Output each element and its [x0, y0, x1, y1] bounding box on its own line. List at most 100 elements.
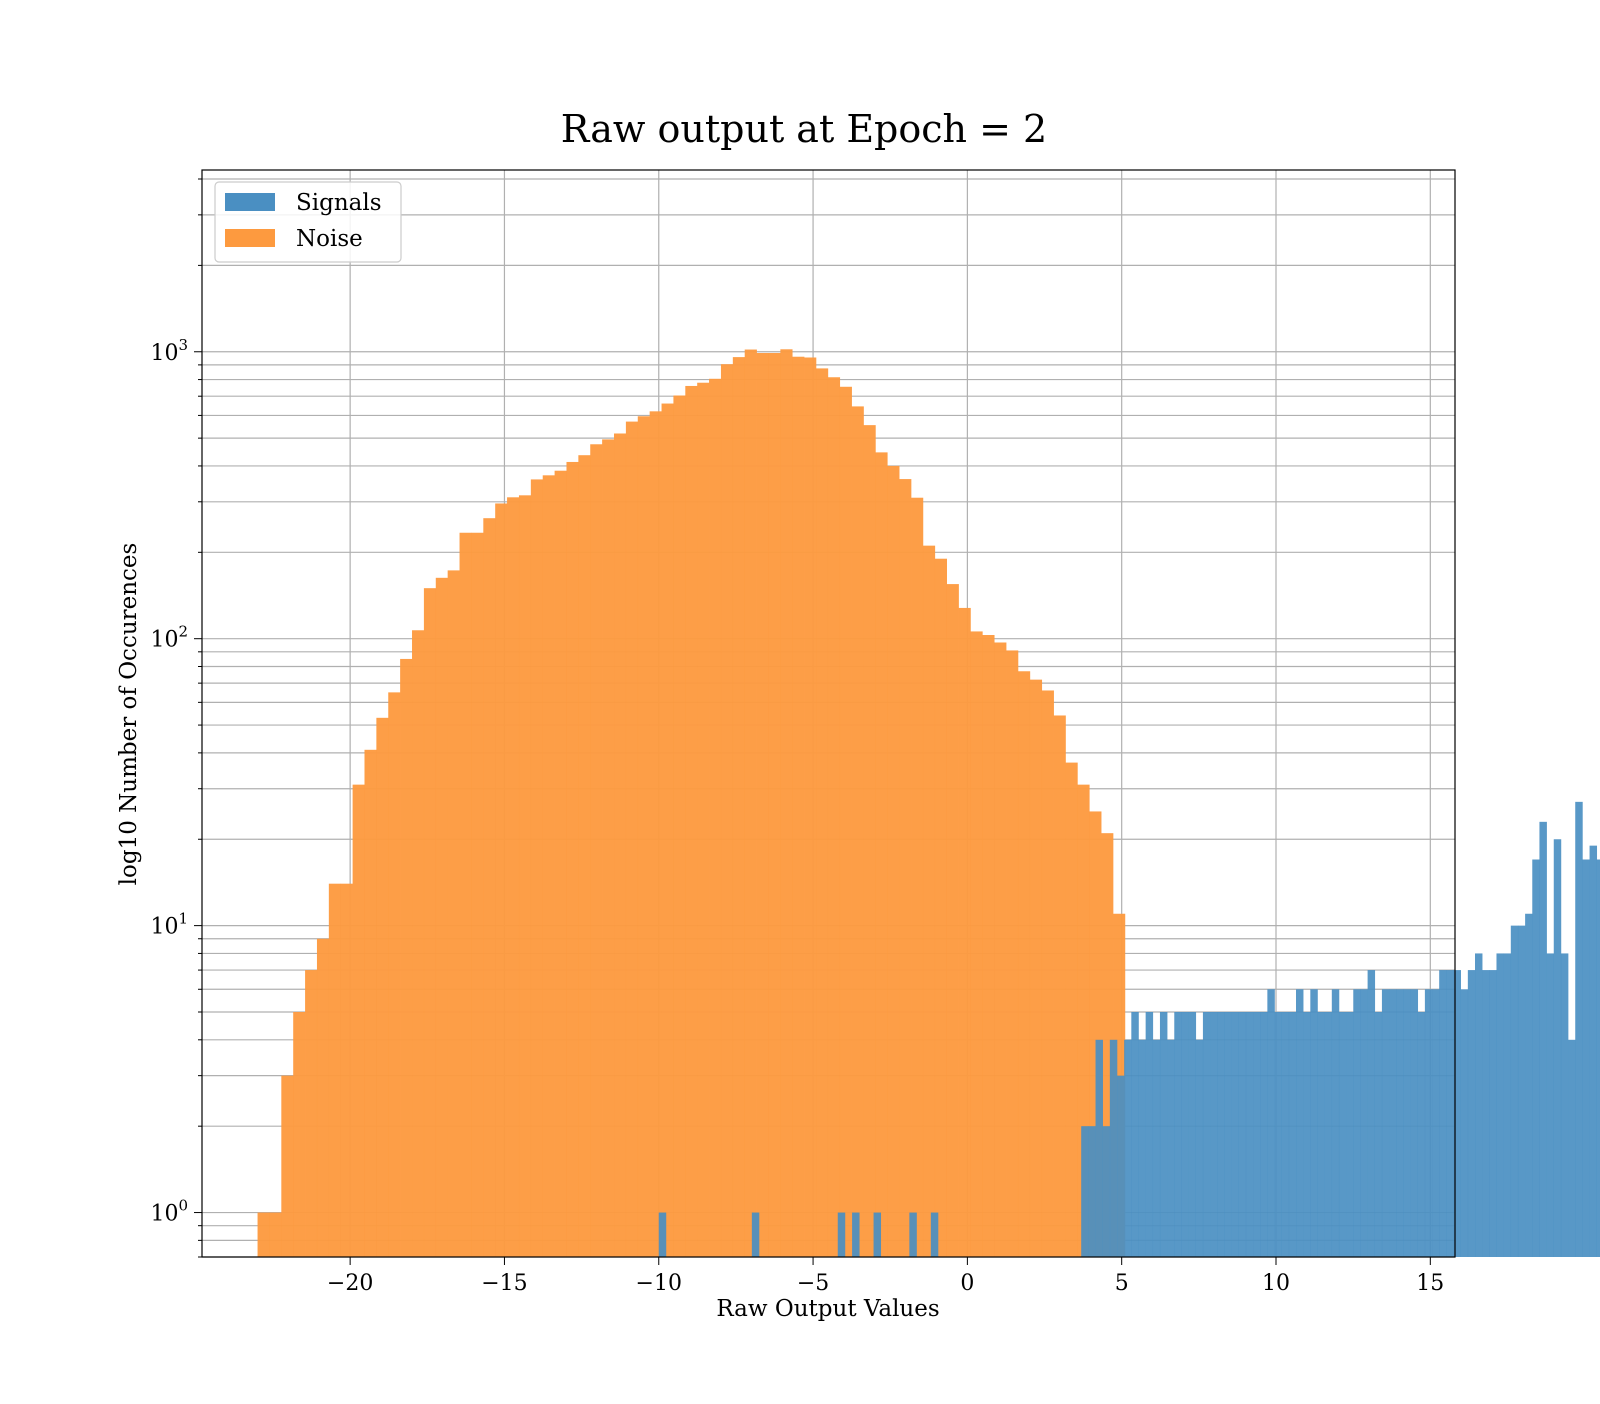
noise-bar	[376, 717, 389, 1257]
signal-bar	[837, 1212, 846, 1257]
noise-bar	[709, 378, 722, 1257]
y-axis-ticks: 100 101 102 103	[150, 178, 202, 1258]
noise-bar	[1053, 715, 1066, 1257]
x-tick-label: −15	[481, 1271, 527, 1296]
signal-bar	[1525, 913, 1533, 1257]
noise-bar	[400, 658, 413, 1257]
signal-bar	[1238, 1012, 1247, 1257]
x-axis-ticks: −20 −15 −10 −5 0 5 10 15	[327, 1257, 1444, 1296]
signal-bar	[1274, 1012, 1282, 1257]
noise-bar	[970, 631, 983, 1257]
signal-bar	[1181, 1012, 1189, 1257]
noise-bar	[590, 444, 603, 1257]
noise-bar	[792, 356, 805, 1258]
signal-bar	[1081, 1126, 1089, 1257]
noise-bar	[269, 1212, 282, 1257]
noise-bar	[661, 403, 674, 1257]
signal-bar	[1517, 925, 1526, 1257]
signal-bar	[1152, 1039, 1161, 1257]
signal-bar	[1360, 989, 1368, 1257]
noise-bar	[316, 938, 330, 1257]
signal-bar	[1124, 1039, 1132, 1257]
noise-bar	[816, 368, 829, 1257]
signal-bar	[1296, 989, 1304, 1257]
noise-bar	[1065, 762, 1078, 1257]
signal-bar	[1131, 1012, 1139, 1257]
signal-bar	[1188, 1012, 1197, 1257]
signal-bar	[1088, 1126, 1096, 1257]
noise-bar	[566, 461, 579, 1258]
signal-bar	[1475, 953, 1483, 1257]
signal-bar	[1253, 1012, 1261, 1257]
noise-bar	[649, 411, 662, 1258]
x-tick-label: 10	[1262, 1271, 1290, 1296]
signal-bar	[1324, 1012, 1333, 1257]
signal-bar	[1467, 970, 1476, 1257]
signal-bar	[1439, 970, 1447, 1257]
noise-bar	[602, 439, 615, 1257]
noise-bar	[863, 425, 876, 1257]
signal-bar	[1560, 953, 1569, 1257]
noise-bar	[471, 532, 484, 1257]
signal-bar	[1260, 1012, 1268, 1257]
signal-bar	[1109, 1039, 1118, 1257]
signal-bar	[1346, 1012, 1354, 1257]
x-tick-label: −20	[327, 1271, 373, 1296]
noise-bar	[780, 349, 793, 1257]
noise-bar	[542, 475, 555, 1257]
signal-bar	[1582, 859, 1590, 1257]
legend-label-signals: Signals	[296, 190, 382, 216]
chart-title: Raw output at Epoch = 2	[561, 107, 1047, 151]
noise-bar	[697, 382, 710, 1258]
signal-bar	[1310, 989, 1318, 1257]
noise-bar	[637, 416, 650, 1257]
noise-bar	[875, 452, 888, 1257]
signal-bar	[1117, 1075, 1125, 1257]
noise-bar	[554, 470, 567, 1258]
signal-bar	[1288, 1012, 1297, 1257]
noise-bar	[685, 385, 698, 1258]
signal-bar	[1231, 1012, 1240, 1257]
noise-bar	[804, 357, 817, 1257]
signal-bar	[1496, 953, 1504, 1257]
noise-bar	[922, 545, 936, 1257]
signal-bar	[1417, 1012, 1426, 1257]
noise-bar	[934, 558, 947, 1257]
signal-bar	[1374, 1012, 1383, 1257]
noise-bar	[293, 1012, 306, 1257]
noise-bar	[364, 749, 377, 1257]
noise-bar	[994, 642, 1007, 1257]
x-tick-label: 0	[960, 1271, 974, 1296]
noise-bar	[744, 349, 757, 1257]
noise-bar	[1041, 690, 1054, 1257]
noise-bar	[946, 584, 959, 1257]
y-tick-label: 103	[150, 336, 188, 366]
noise-bar	[625, 421, 639, 1258]
signal-bar	[1317, 1012, 1325, 1257]
signal-bar	[1489, 970, 1497, 1257]
noise-bar	[958, 607, 971, 1257]
x-tick-label: 15	[1416, 1271, 1444, 1296]
noise-bar	[530, 479, 544, 1257]
legend-swatch-signals	[225, 193, 275, 211]
noise-bar	[1006, 650, 1019, 1257]
noise-bar	[507, 497, 520, 1257]
signal-bar	[1202, 1012, 1211, 1257]
signal-bar	[1159, 1012, 1168, 1257]
noise-bar	[720, 364, 734, 1257]
noise-bar	[340, 883, 353, 1257]
signal-bar	[1210, 1012, 1218, 1257]
signal-bar	[1510, 925, 1519, 1257]
noise-bar	[578, 455, 591, 1257]
noise-bar	[851, 406, 864, 1257]
signal-bar	[1353, 989, 1361, 1257]
signal-bar	[930, 1212, 939, 1257]
signal-bar	[1410, 989, 1419, 1257]
signal-bars	[658, 801, 1600, 1257]
noise-bar	[352, 784, 365, 1257]
noise-bar	[982, 635, 995, 1257]
signal-bar	[1245, 1012, 1254, 1257]
x-axis-label: Raw Output Values	[716, 1296, 939, 1322]
signal-bar	[1539, 821, 1547, 1257]
